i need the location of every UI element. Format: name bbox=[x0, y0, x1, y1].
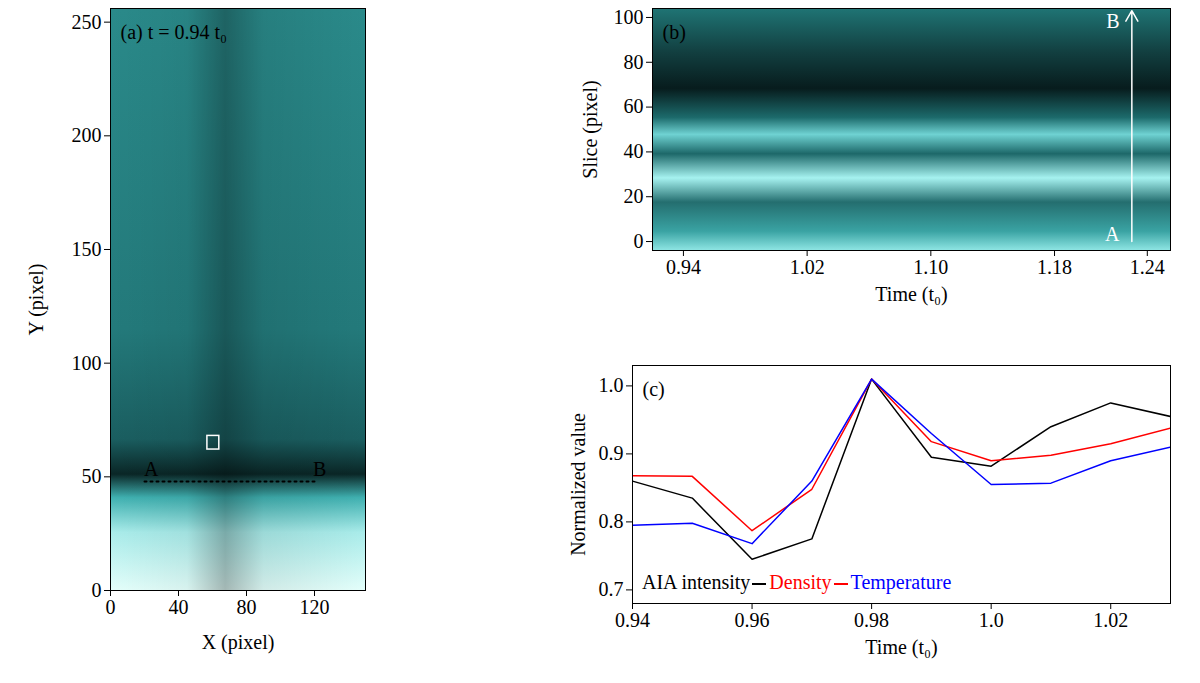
svg-text:(c): (c) bbox=[643, 378, 665, 401]
svg-text:1.10: 1.10 bbox=[913, 256, 948, 278]
svg-text:0.8: 0.8 bbox=[599, 510, 624, 532]
svg-text:0.94: 0.94 bbox=[615, 609, 650, 631]
svg-text:X (pixel): X (pixel) bbox=[202, 631, 275, 654]
svg-text:0.7: 0.7 bbox=[599, 578, 624, 600]
html-text:Temperature: Temperature bbox=[850, 571, 952, 593]
svg-text:Y (pixel): Y (pixel) bbox=[25, 263, 48, 335]
svg-text:Time (t₀): Time (t₀) bbox=[865, 636, 937, 659]
svg-text:A: A bbox=[144, 458, 159, 480]
svg-text:0: 0 bbox=[92, 579, 102, 601]
svg-text:50: 50 bbox=[82, 465, 102, 487]
svg-text:(b): (b) bbox=[663, 21, 686, 44]
svg-text:0.98: 0.98 bbox=[854, 609, 889, 631]
svg-text:Slice (pixel): Slice (pixel) bbox=[579, 80, 602, 178]
svg-text:B: B bbox=[313, 458, 326, 480]
svg-text:100: 100 bbox=[614, 6, 644, 28]
svg-text:60: 60 bbox=[624, 95, 644, 117]
svg-text:0.96: 0.96 bbox=[735, 609, 770, 631]
svg-text:A: A bbox=[1105, 223, 1120, 245]
svg-text:80: 80 bbox=[237, 596, 257, 618]
svg-text:1.18: 1.18 bbox=[1037, 256, 1072, 278]
svg-text:1.02: 1.02 bbox=[790, 256, 825, 278]
svg-text:20: 20 bbox=[624, 185, 644, 207]
svg-text:100: 100 bbox=[72, 352, 102, 374]
svg-text:0.9: 0.9 bbox=[599, 442, 624, 464]
svg-text:120: 120 bbox=[300, 596, 330, 618]
html-text:AIA intensity: AIA intensity bbox=[642, 571, 751, 593]
svg-text:200: 200 bbox=[72, 124, 102, 146]
svg-text:150: 150 bbox=[72, 238, 102, 260]
svg-text:40: 40 bbox=[624, 140, 644, 162]
svg-text:1.0: 1.0 bbox=[599, 374, 624, 396]
svg-text:0: 0 bbox=[106, 596, 116, 618]
svg-text:0.94: 0.94 bbox=[666, 256, 701, 278]
svg-text:0: 0 bbox=[634, 230, 644, 252]
svg-text:40: 40 bbox=[169, 596, 189, 618]
svg-text:1.24: 1.24 bbox=[1130, 256, 1165, 278]
svg-text:250: 250 bbox=[72, 11, 102, 33]
svg-text:B: B bbox=[1106, 10, 1119, 32]
svg-text:Time (t₀): Time (t₀) bbox=[875, 283, 947, 306]
svg-text:80: 80 bbox=[624, 51, 644, 73]
html-text:Density: Density bbox=[769, 571, 832, 593]
svg-text:1.0: 1.0 bbox=[979, 609, 1004, 631]
svg-text:1.02: 1.02 bbox=[1093, 609, 1128, 631]
svg-text:(a) t = 0.94 t₀: (a) t = 0.94 t₀ bbox=[121, 21, 228, 44]
svg-text:Normalized value: Normalized value bbox=[567, 413, 589, 556]
